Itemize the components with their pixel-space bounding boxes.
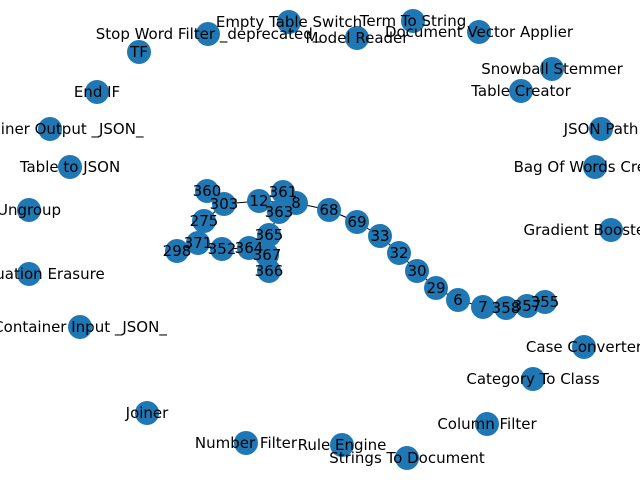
node-n69 <box>345 210 369 234</box>
node-label-snowball-stemmer: Snowball Stemmer <box>481 60 623 78</box>
node-label-n33: 33 <box>370 227 389 245</box>
node-gradient-boosted <box>599 218 623 242</box>
node-n6 <box>446 288 470 312</box>
node-table-to-json <box>58 155 82 179</box>
node-ungroup <box>17 198 41 222</box>
node-label-n8: 8 <box>291 194 301 212</box>
node-label-column-filter: Column Filter <box>437 415 537 433</box>
node-label-ungroup: Ungroup <box>0 201 61 219</box>
node-label-n7: 7 <box>478 298 488 316</box>
node-label-punctuation-erasure: Punctuation Erasure <box>0 265 105 283</box>
node-label-n352: 352 <box>208 240 237 258</box>
node-label-category-to-class: Category To Class <box>466 370 599 388</box>
node-label-n275: 275 <box>190 212 219 230</box>
node-label-n371: 371 <box>184 234 213 252</box>
node-column-filter <box>475 412 499 436</box>
node-n363 <box>267 200 291 224</box>
node-label-tf: TF <box>129 43 148 61</box>
node-n32 <box>387 241 411 265</box>
node-stop-word-filter <box>196 22 220 46</box>
node-n303 <box>212 192 236 216</box>
node-label-document-vector-applier: Document Vector Applier <box>385 23 574 41</box>
node-label-n69: 69 <box>347 213 366 231</box>
node-label-empty-table-switch: Empty Table Switch <box>216 13 362 31</box>
node-rule-engine <box>330 433 354 457</box>
node-empty-table-switch <box>277 10 301 34</box>
node-label-stop-word-filter: Stop Word Filter _deprecated_ <box>96 25 321 44</box>
node-end-if <box>85 80 109 104</box>
node-label-table-creator: Table Creator <box>470 82 571 100</box>
node-label-container-output-json: Container Output _JSON_ <box>0 120 144 139</box>
node-label-rule-engine: Rule Engine <box>298 436 387 454</box>
node-tf <box>127 40 151 64</box>
node-label-model-reader: Model Reader <box>306 29 410 47</box>
node-label-bag-of-words: Bag Of Words Creator <box>514 158 640 176</box>
node-n357 <box>515 294 539 318</box>
node-snowball-stemmer <box>540 57 564 81</box>
node-table-creator <box>509 79 533 103</box>
node-number-filter <box>234 431 258 455</box>
node-label-end-if: End IF <box>74 83 120 101</box>
node-label-number-filter: Number Filter <box>195 434 298 452</box>
node-n275 <box>192 209 216 233</box>
node-label-n32: 32 <box>389 244 408 262</box>
node-label-n303: 303 <box>210 195 239 213</box>
node-label-n29: 29 <box>426 279 445 297</box>
node-n360 <box>195 179 219 203</box>
node-n365 <box>257 223 281 247</box>
node-case-converter <box>572 335 596 359</box>
node-label-n12: 12 <box>249 192 268 210</box>
node-strings-to-document <box>395 446 419 470</box>
node-n352 <box>210 237 234 261</box>
node-label-json-path: JSON Path <box>563 120 639 138</box>
node-label-n365: 365 <box>255 226 284 244</box>
node-layer <box>17 9 623 470</box>
node-n7 <box>471 295 495 319</box>
node-label-n367: 367 <box>253 246 282 264</box>
node-label-n30: 30 <box>407 262 426 280</box>
node-n68 <box>317 198 341 222</box>
node-label-n361: 361 <box>269 183 298 201</box>
node-label-n360: 360 <box>193 182 222 200</box>
node-label-n68: 68 <box>319 201 338 219</box>
node-n298 <box>165 239 189 263</box>
node-document-vector-applier <box>467 20 491 44</box>
node-n33 <box>368 224 392 248</box>
node-label-joiner: Joiner <box>125 404 170 422</box>
node-container-input-json <box>68 315 92 339</box>
node-label-gradient-boosted: Gradient Boosted Trees <box>524 221 640 239</box>
node-category-to-class <box>521 367 545 391</box>
node-label-case-converter: Case Converter <box>526 338 640 356</box>
node-joiner <box>135 401 159 425</box>
node-label-term-to-string: Term To String <box>359 12 466 30</box>
node-label-n363: 363 <box>265 203 294 221</box>
node-label-n358: 358 <box>492 299 521 317</box>
node-n355 <box>533 290 557 314</box>
node-punctuation-erasure <box>17 262 41 286</box>
node-term-to-string <box>401 9 425 33</box>
node-label-n364: 364 <box>235 239 264 257</box>
node-label-container-input-json: Container Input _JSON_ <box>0 318 167 337</box>
node-n30 <box>405 259 429 283</box>
node-n358 <box>494 296 518 320</box>
node-n364 <box>237 236 261 260</box>
node-container-output-json <box>38 117 62 141</box>
node-bag-of-words <box>583 155 607 179</box>
node-label-n366: 366 <box>255 262 284 280</box>
node-json-path <box>589 117 613 141</box>
node-label-n357: 357 <box>513 297 542 315</box>
node-n366 <box>257 259 281 283</box>
node-n12 <box>247 189 271 213</box>
node-n29 <box>424 276 448 300</box>
node-label-table-to-json: Table to JSON <box>19 158 120 176</box>
node-label-n355: 355 <box>531 293 560 311</box>
node-model-reader <box>345 26 369 50</box>
node-n371 <box>186 231 210 255</box>
node-label-strings-to-document: Strings To Document <box>329 449 485 467</box>
node-label-n6: 6 <box>453 291 463 309</box>
node-label-n298: 298 <box>163 242 192 260</box>
